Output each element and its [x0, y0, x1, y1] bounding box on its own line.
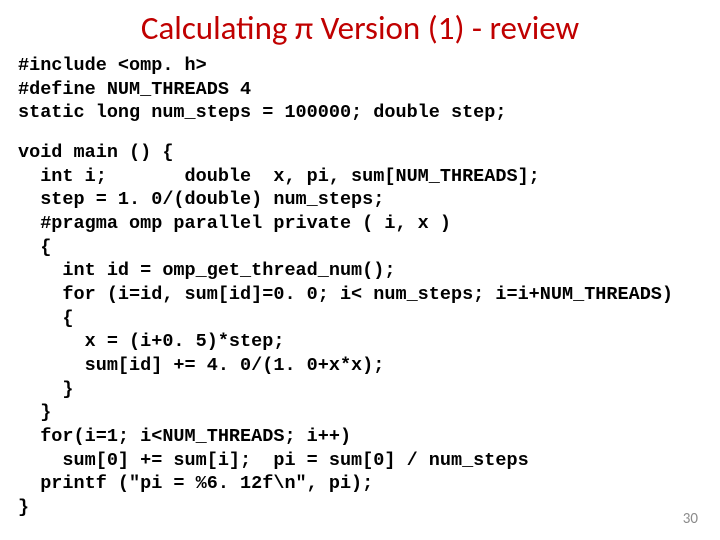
- slide-title: Calculating π Version (1) - review: [18, 8, 702, 48]
- page-number: 30: [683, 510, 698, 528]
- code-gap: [18, 125, 702, 141]
- code-block-2: void main () { int i; double x, pi, sum[…: [18, 141, 702, 520]
- code-block-1: #include <omp. h> #define NUM_THREADS 4 …: [18, 54, 702, 125]
- slide: Calculating π Version (1) - review #incl…: [0, 0, 720, 540]
